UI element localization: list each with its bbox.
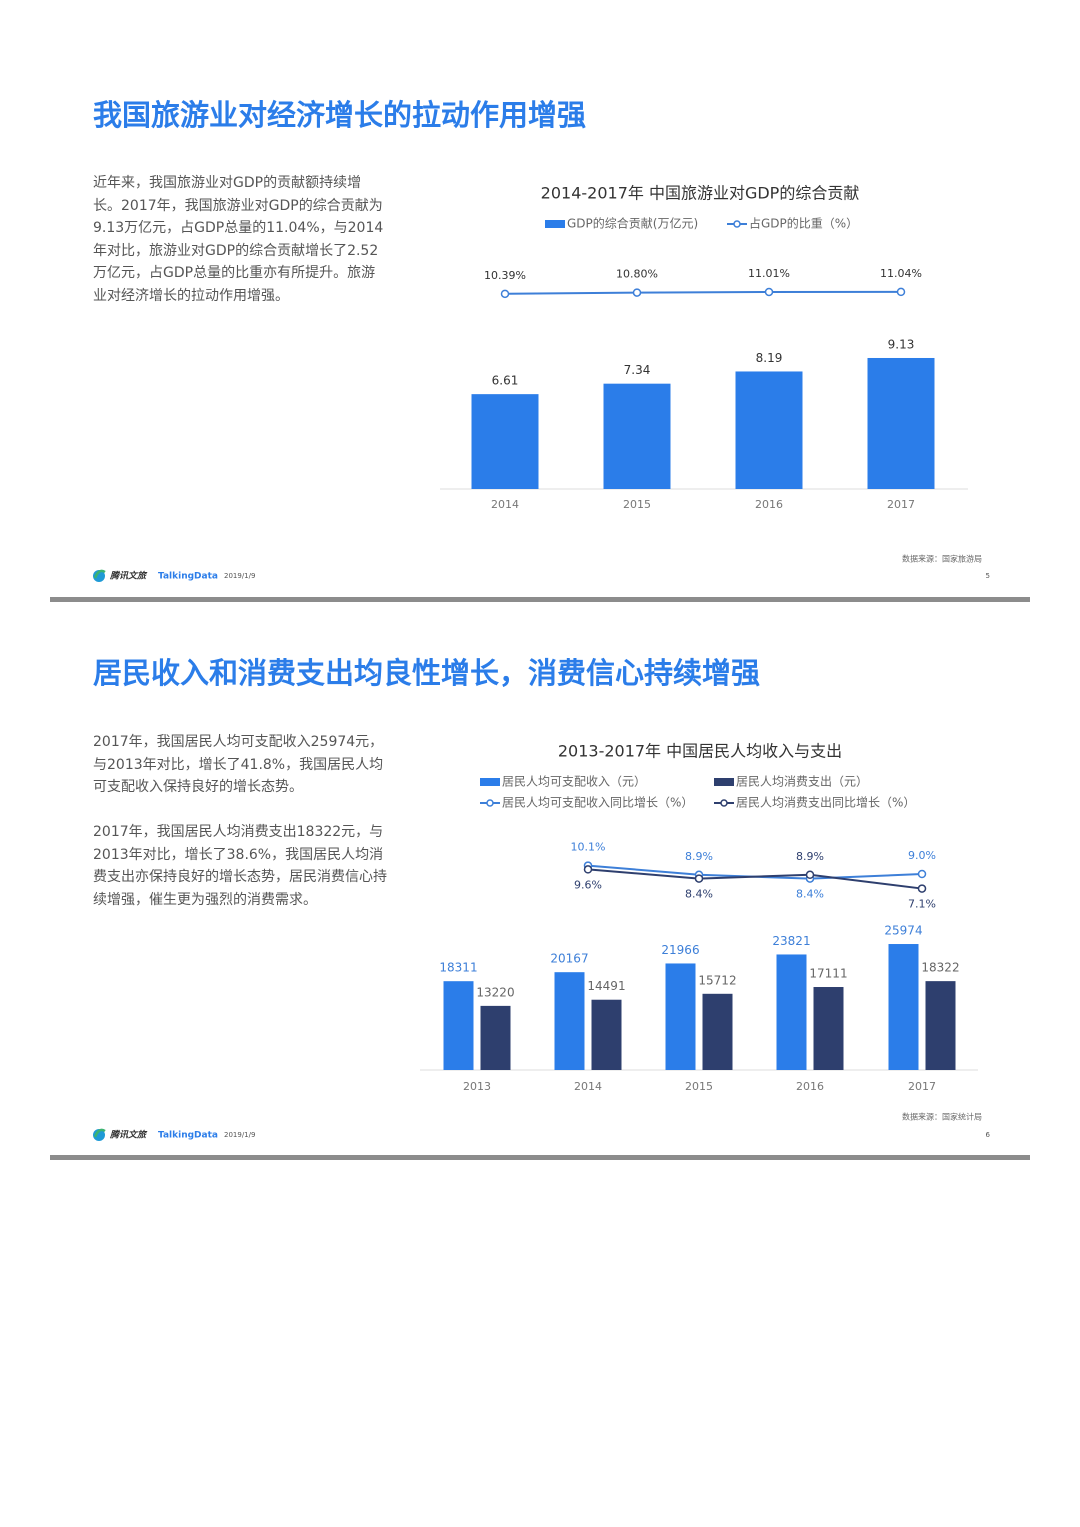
bar — [735, 371, 803, 489]
slide-title: 我国旅游业对经济增长的拉动作用增强 — [93, 98, 587, 132]
x-tick-label: 2014 — [491, 498, 519, 511]
page-number: 6 — [986, 1131, 991, 1139]
bar-label: 6.61 — [492, 374, 519, 388]
page-number: 5 — [986, 572, 990, 580]
line-marker — [896, 287, 906, 297]
line-label: 8.4% — [796, 888, 824, 901]
bar — [925, 981, 956, 1070]
bar-label: 17111 — [809, 967, 847, 981]
line-label: 8.9% — [685, 850, 713, 863]
bar — [591, 999, 622, 1070]
brand: 腾讯文旅 — [109, 571, 148, 582]
bar-label: 14491 — [587, 979, 625, 993]
separator — [50, 597, 1030, 602]
logo-leaf — [93, 1128, 106, 1138]
bar-label: 18311 — [439, 961, 477, 975]
x-tick-label: 2014 — [574, 1080, 602, 1093]
bar — [702, 993, 733, 1070]
bar — [813, 987, 844, 1070]
legend-swatch — [714, 778, 734, 786]
legend-label: 占GDP的比重（%） — [749, 216, 858, 231]
line-label: 10.1% — [571, 841, 606, 854]
bar — [665, 963, 696, 1070]
bar-label: 9.13 — [888, 337, 915, 351]
logo-icon — [93, 570, 105, 582]
logo-leaf — [93, 569, 106, 579]
paragraph: 2017年，我国居民人均消费支出18322元，与2013年对比，增长了38.6%… — [93, 824, 387, 908]
bar-label: 8.19 — [756, 351, 783, 365]
source: 数据来源：国家统计局 — [902, 1112, 982, 1122]
legend-marker — [720, 799, 728, 807]
x-tick-label: 2015 — [623, 498, 651, 511]
line-label: 8.9% — [796, 850, 824, 863]
partner: TalkingData — [158, 1131, 218, 1141]
x-tick-label: 2013 — [463, 1080, 491, 1093]
bar — [443, 981, 474, 1070]
logo-icon — [93, 1129, 105, 1141]
line-marker — [805, 870, 815, 880]
line-label: 10.39% — [484, 269, 526, 282]
line-label: 11.04% — [880, 267, 922, 280]
bar — [471, 394, 539, 489]
bar — [603, 383, 671, 489]
line-label: 9.6% — [574, 878, 602, 891]
legend-swatch — [545, 220, 565, 228]
legend-label: 居民人均消费支出（元） — [736, 775, 868, 789]
line-label: 9.0% — [908, 849, 936, 862]
line-marker — [632, 288, 642, 297]
line-label: 10.80% — [616, 268, 658, 281]
slide-title: 居民收入和消费支出均良性增长，消费信心持续增强 — [93, 656, 761, 690]
bar — [776, 954, 807, 1070]
paragraph: 2017年，我国居民人均可支配收入25974元，与2013年对比，增长了41.8… — [93, 734, 384, 795]
legend-label: GDP的综合贡献(万亿元) — [567, 216, 698, 231]
source: 数据来源：国家旅游局 — [902, 554, 982, 564]
paragraph: 近年来，我国旅游业对GDP的贡献额持续增长。2017年，我国旅游业对GDP的综合… — [93, 175, 384, 304]
separator — [50, 1155, 1030, 1160]
bar-label: 18322 — [921, 961, 959, 975]
bar-label: 23821 — [772, 934, 810, 948]
line-marker — [917, 869, 927, 879]
bar — [554, 972, 585, 1070]
date: 2019/1/9 — [224, 572, 255, 580]
bar-label: 21966 — [661, 943, 699, 957]
line — [504, 290, 902, 295]
legend-label: 居民人均消费支出同比增长（%） — [736, 796, 915, 810]
legend-marker — [733, 220, 741, 228]
x-tick-label: 2015 — [685, 1080, 713, 1093]
x-tick-label: 2016 — [755, 498, 783, 511]
line-marker — [917, 884, 927, 893]
bar-label: 7.34 — [624, 363, 651, 377]
line-marker — [694, 874, 704, 883]
date: 2019/1/9 — [224, 1131, 255, 1139]
x-tick-label: 2017 — [908, 1080, 936, 1093]
legend-label: 居民人均可支配收入（元） — [502, 775, 646, 789]
line-marker — [500, 289, 510, 299]
bar-label: 15712 — [698, 973, 736, 987]
bar — [480, 1005, 511, 1070]
line-label: 7.1% — [908, 898, 936, 911]
bar-label: 25974 — [884, 924, 922, 938]
legend-label: 居民人均可支配收入同比增长（%） — [502, 796, 693, 810]
bar-label: 13220 — [476, 985, 514, 999]
brand: 腾讯文旅 — [109, 1130, 148, 1141]
bar-label: 20167 — [550, 952, 588, 966]
x-tick-label: 2016 — [796, 1080, 824, 1093]
partner: TalkingData — [158, 572, 218, 582]
legend-marker — [486, 799, 494, 807]
bar — [888, 944, 919, 1070]
legend-swatch — [480, 778, 500, 786]
line-label: 8.4% — [685, 888, 713, 901]
line-label: 11.01% — [748, 267, 790, 280]
chart-title: 2014-2017年 中国旅游业对GDP的综合贡献 — [541, 184, 860, 203]
bar — [867, 357, 935, 489]
line-marker — [764, 287, 774, 297]
line — [587, 868, 923, 890]
line-marker — [583, 865, 593, 874]
x-tick-label: 2017 — [887, 498, 915, 511]
chart-title: 2013-2017年 中国居民人均收入与支出 — [558, 742, 842, 761]
